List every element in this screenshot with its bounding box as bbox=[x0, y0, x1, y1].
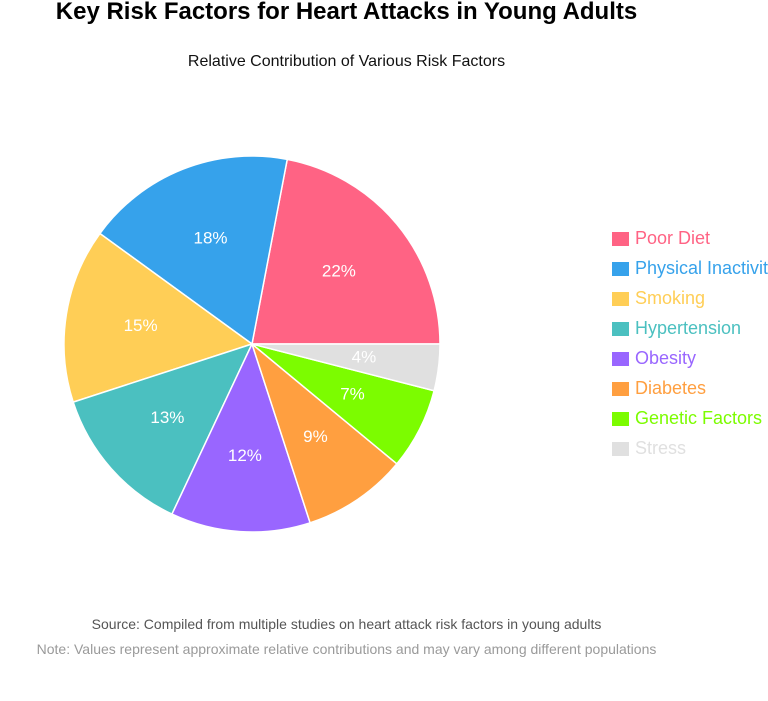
data-label-physical-inactivity: 18% bbox=[193, 229, 227, 248]
legend-swatch bbox=[612, 382, 629, 396]
chart-subtitle: Relative Contribution of Various Risk Fa… bbox=[187, 53, 506, 70]
legend-label: Stress bbox=[635, 438, 686, 458]
legend-swatch bbox=[612, 442, 629, 456]
data-label-diabetes: 9% bbox=[303, 427, 328, 446]
data-label-stress: 4% bbox=[352, 348, 377, 367]
data-label-hypertension: 13% bbox=[150, 408, 184, 427]
legend-label: Smoking bbox=[635, 288, 705, 308]
pie-data-labels: 22% 18% 15% 13% 12% 9% 7% 4% bbox=[124, 229, 377, 466]
legend: Poor Diet Physical Inactivity Smoking Hyper… bbox=[612, 228, 768, 458]
legend-swatch bbox=[612, 412, 629, 426]
legend-item-genetic-factors[interactable]: Genetic Factors bbox=[612, 408, 762, 428]
legend-label: Obesity bbox=[635, 348, 696, 368]
pie-slices bbox=[63, 155, 441, 533]
legend-label: Hypertension bbox=[635, 318, 741, 338]
legend-item-physical-inactivity[interactable]: Physical Inactivity bbox=[612, 258, 768, 278]
legend-item-hypertension[interactable]: Hypertension bbox=[612, 318, 741, 338]
legend-item-smoking[interactable]: Smoking bbox=[612, 288, 705, 308]
pie-slice-poor-diet[interactable] bbox=[251, 158, 441, 345]
footnote: Note: Values represent approximate relat… bbox=[36, 641, 657, 657]
chart-title: Key Risk Factors for Heart Attacks in Yo… bbox=[55, 0, 638, 25]
legend-swatch bbox=[612, 262, 629, 276]
legend-swatch bbox=[612, 292, 629, 306]
legend-swatch bbox=[612, 232, 629, 246]
legend-item-diabetes[interactable]: Diabetes bbox=[612, 378, 706, 398]
legend-item-stress[interactable]: Stress bbox=[612, 438, 686, 458]
source-note: Source: Compiled from multiple studies o… bbox=[91, 616, 602, 632]
pie-chart: 22% 18% 15% 13% 12% 9% 7% 4% Poor Diet Physical … bbox=[63, 155, 768, 533]
legend-swatch bbox=[612, 352, 629, 366]
data-label-obesity: 12% bbox=[228, 446, 262, 465]
legend-item-obesity[interactable]: Obesity bbox=[612, 348, 696, 368]
legend-item-poor-diet[interactable]: Poor Diet bbox=[612, 228, 710, 248]
pie-slice-hypertension[interactable] bbox=[72, 342, 254, 516]
legend-swatch bbox=[612, 322, 629, 336]
pie-slice-physical-inactivity[interactable] bbox=[98, 155, 289, 346]
legend-label: Diabetes bbox=[635, 378, 706, 398]
data-label-smoking: 15% bbox=[124, 316, 158, 335]
pie-slice-stress[interactable] bbox=[251, 343, 441, 392]
legend-label: Genetic Factors bbox=[635, 408, 762, 428]
legend-label: Poor Diet bbox=[635, 228, 710, 248]
pie-slice-smoking[interactable] bbox=[63, 232, 254, 404]
data-label-poor-diet: 22% bbox=[322, 262, 356, 281]
pie-slice-obesity[interactable] bbox=[170, 341, 312, 533]
legend-label: Physical Inactivity bbox=[635, 258, 768, 278]
data-label-genetic-factors: 7% bbox=[340, 385, 365, 404]
pie-slice-diabetes[interactable] bbox=[250, 341, 398, 524]
